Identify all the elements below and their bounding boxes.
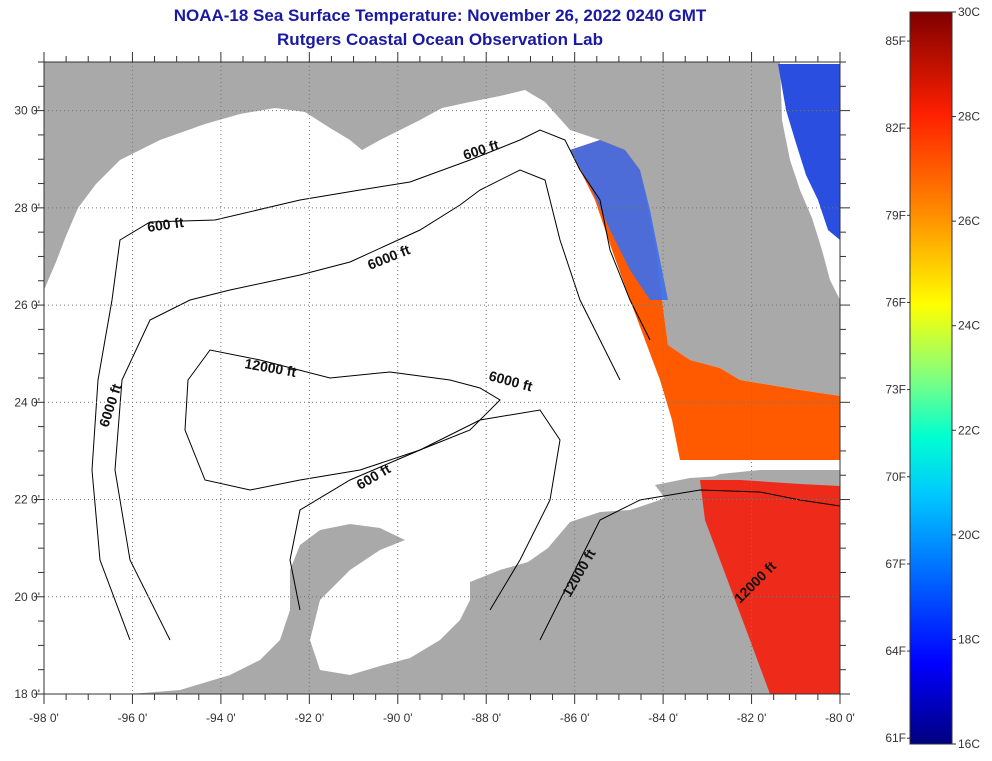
lon-label: -86 0' (560, 711, 590, 725)
lon-label: -90 0' (383, 711, 413, 725)
colorbar-fahrenheit-labels: 85F 82F 79F 76F 73F 70F 67F 64F 61F (885, 34, 906, 745)
map-subtitle: Rutgers Coastal Ocean Observation Lab (277, 30, 603, 49)
lon-label: -84 0' (648, 711, 678, 725)
map-title: NOAA-18 Sea Surface Temperature: Novembe… (173, 6, 707, 25)
colorbar-celsius-label: 18C (958, 632, 980, 646)
lon-label: -80 0' (825, 711, 855, 725)
lat-label: 24 0' (14, 395, 40, 409)
latitude-labels: 18 0' 20 0' 22 0' 24 0' 26 0' 28 0' 30 0' (14, 104, 40, 701)
contour-600ft (91, 129, 651, 641)
lat-label: 22 0' (14, 493, 40, 507)
lat-label: 20 0' (14, 590, 40, 604)
colorbar (909, 11, 953, 745)
colorbar-fahrenheit-label: 67F (885, 557, 906, 571)
sst-swath-atlantic (778, 64, 840, 240)
colorbar-fahrenheit-label: 61F (885, 731, 906, 745)
colorbar-fahrenheit-label: 76F (885, 295, 906, 309)
contour-6000ft (114, 169, 621, 641)
colorbar-celsius-labels: 30C 28C 26C 24C 22C 20C 18C 16C (958, 5, 980, 751)
sst-swath-south (700, 480, 840, 694)
colorbar-ticks (907, 11, 956, 745)
lat-label: 28 0' (14, 201, 40, 215)
sst-swath-north-cool (570, 140, 668, 300)
longitude-labels: -98 0' -96 0' -94 0' -92 0' -90 0' -88 0' -86 … (29, 711, 855, 725)
contour-12000ft (184, 349, 501, 491)
colorbar-celsius-label: 28C (958, 110, 980, 124)
lon-label: -82 0' (737, 711, 767, 725)
lon-label: -96 0' (118, 711, 148, 725)
lat-label: 30 0' (14, 104, 40, 118)
colorbar-celsius-label: 16C (958, 737, 980, 751)
lon-label: -92 0' (295, 711, 325, 725)
colorbar-fahrenheit-label: 79F (885, 208, 906, 222)
contour-6000ft-south (289, 409, 561, 611)
colorbar-fahrenheit-label: 85F (885, 34, 906, 48)
colorbar-fahrenheit-label: 70F (885, 470, 906, 484)
lon-label: -94 0' (206, 711, 236, 725)
colorbar-celsius-label: 30C (958, 5, 980, 19)
lat-label: 26 0' (14, 298, 40, 312)
contour-label-600ft-west: 600 ft (146, 214, 185, 235)
colorbar-celsius-label: 20C (958, 528, 980, 542)
lat-label: 18 0' (14, 687, 40, 701)
lat-lon-grid (44, 62, 840, 694)
colorbar-celsius-label: 26C (958, 214, 980, 228)
colorbar-celsius-label: 24C (958, 319, 980, 333)
lon-label: -98 0' (29, 711, 59, 725)
lon-label: -88 0' (471, 711, 501, 725)
frame-ticks (34, 52, 850, 704)
colorbar-fahrenheit-label: 82F (885, 121, 906, 135)
bathymetry-contours (91, 129, 840, 641)
colorbar-celsius-label: 22C (958, 423, 980, 437)
colorbar-fahrenheit-label: 64F (885, 644, 906, 658)
colorbar-fahrenheit-label: 73F (885, 383, 906, 397)
